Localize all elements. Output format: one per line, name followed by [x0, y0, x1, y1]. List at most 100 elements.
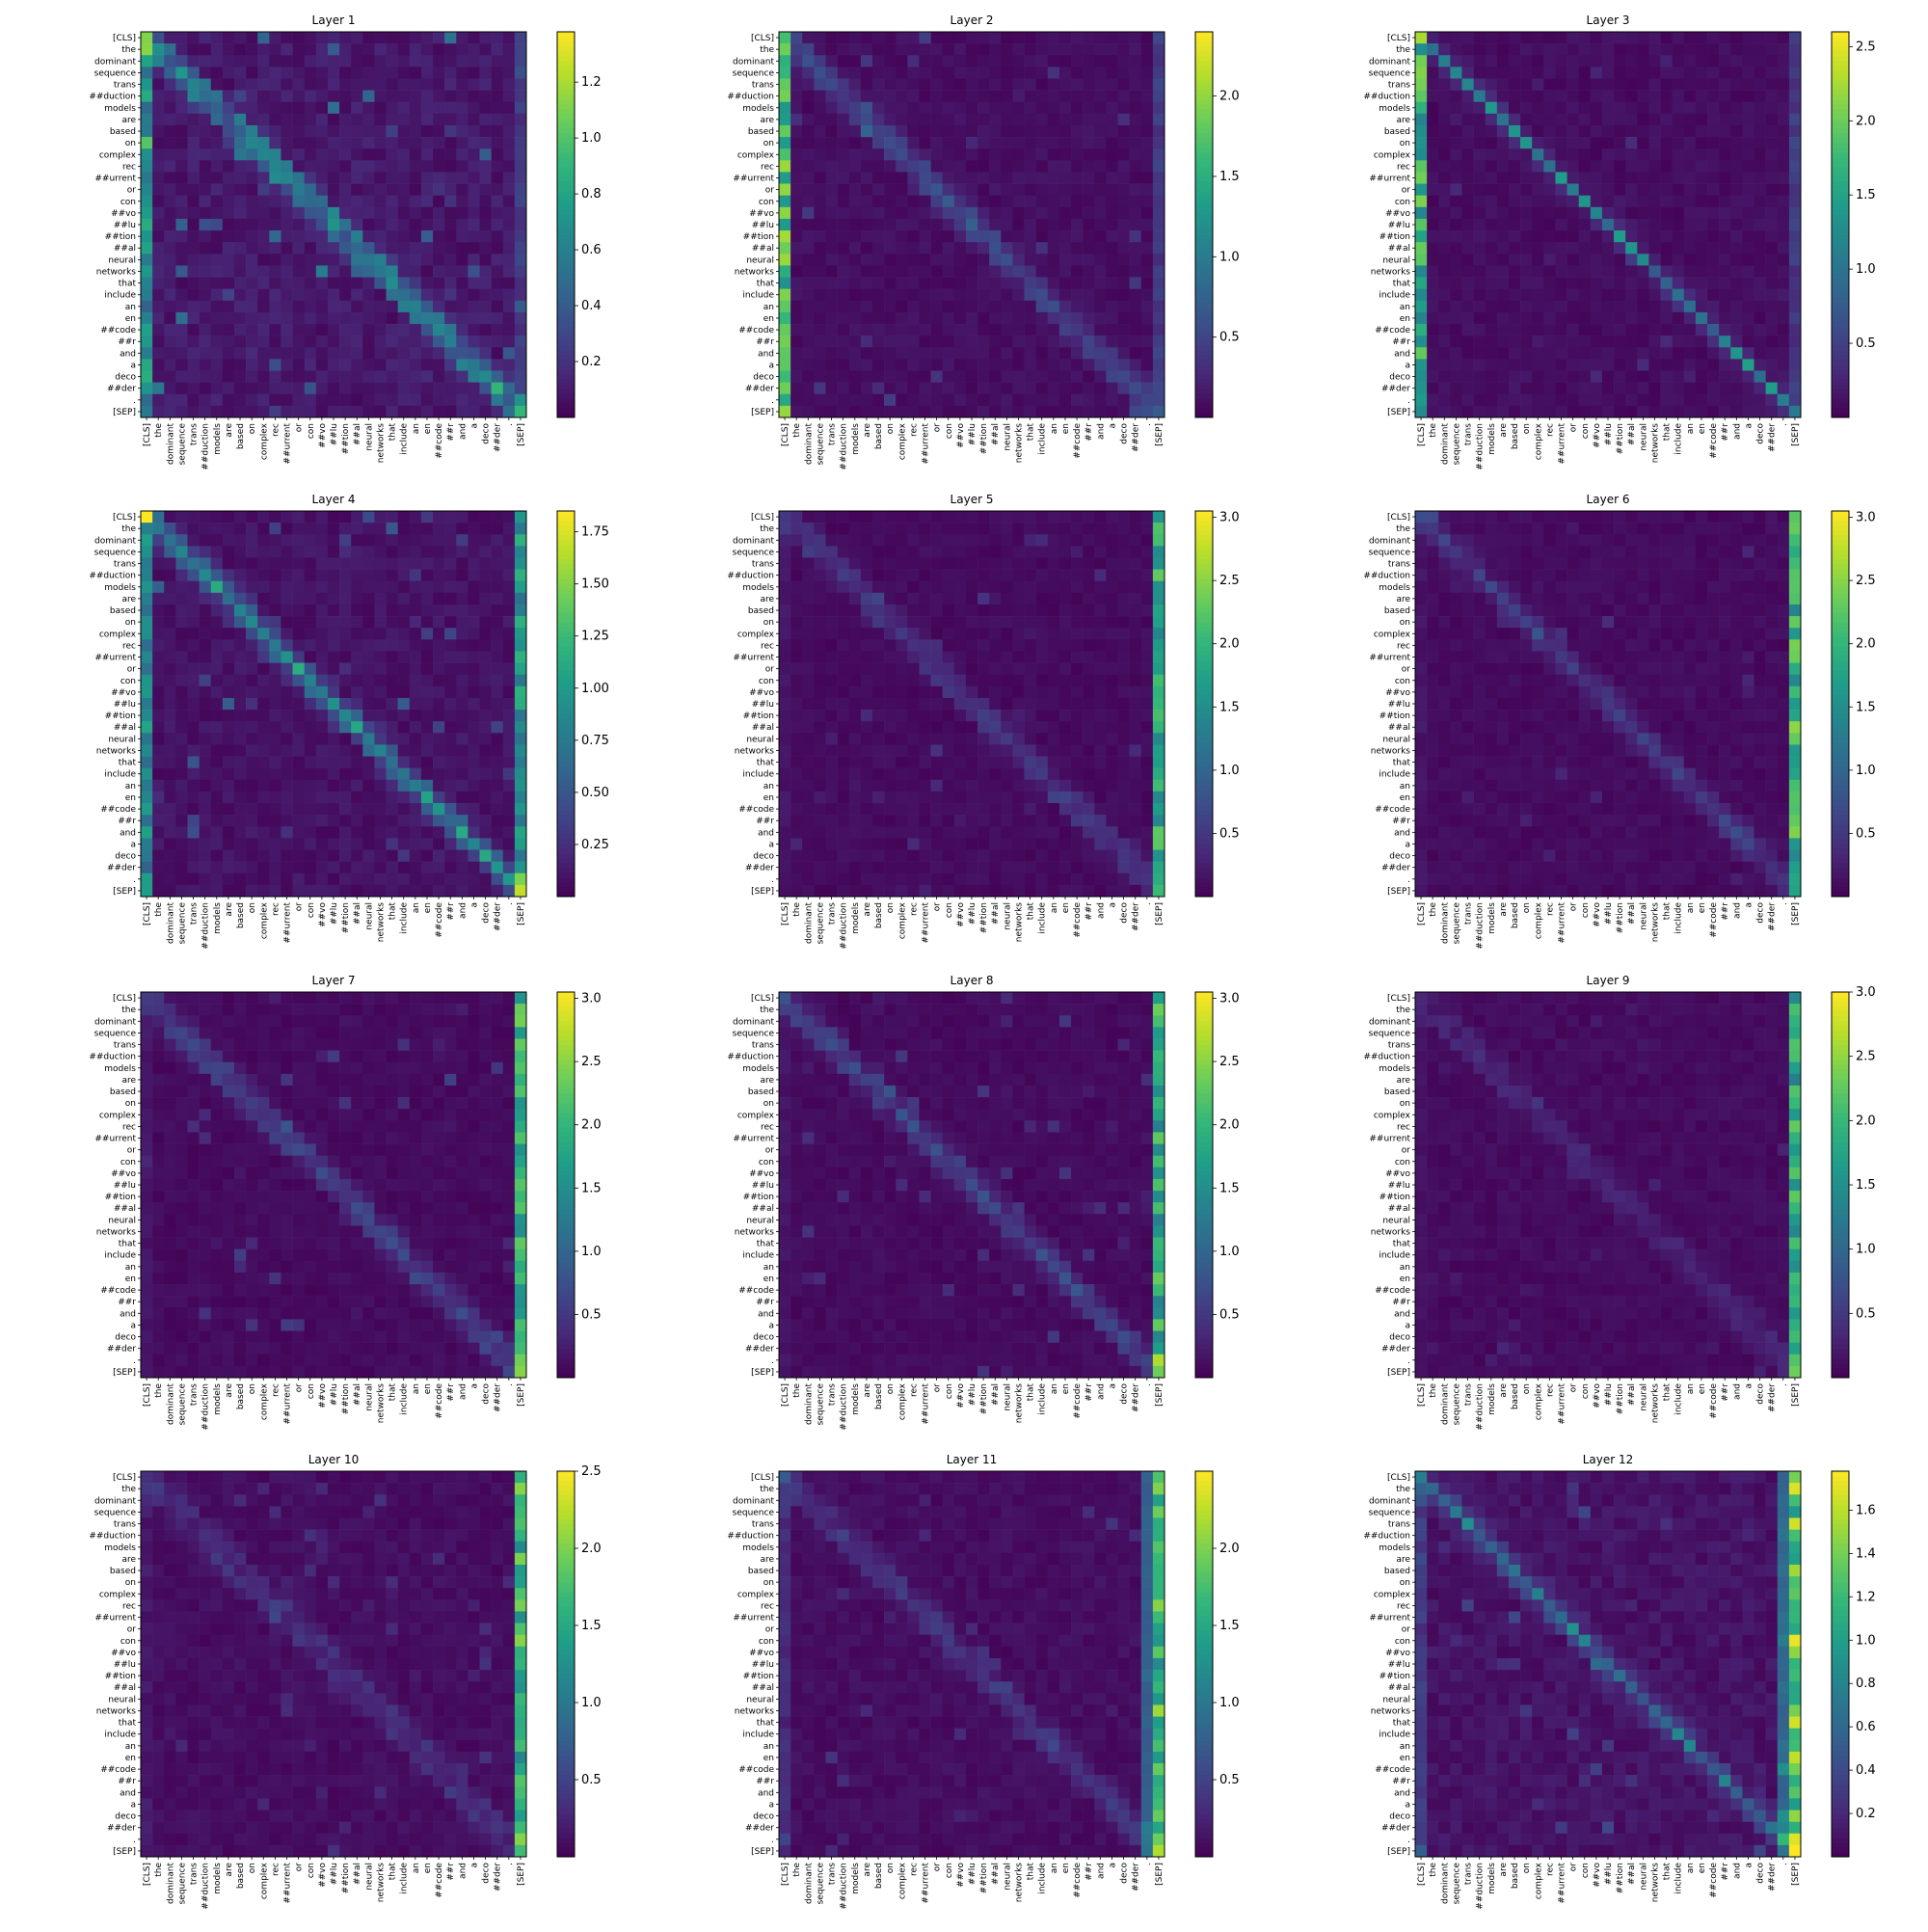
- heatmap-cell: [246, 570, 257, 581]
- heatmap-cell: [293, 371, 305, 383]
- heatmap-cell: [164, 359, 175, 370]
- heatmap-cell: [1591, 371, 1602, 383]
- colorbar-step: [1832, 152, 1849, 157]
- heatmap-cell: [269, 114, 281, 125]
- heatmap-cell: [1684, 265, 1696, 277]
- heatmap-cell: [1094, 265, 1106, 277]
- heatmap-cell: [861, 359, 872, 370]
- heatmap-cell: [152, 838, 164, 849]
- heatmap-cell: [374, 383, 386, 394]
- heatmap-cell: [316, 768, 328, 780]
- heatmap-cell: [492, 686, 503, 698]
- heatmap-cell: [305, 301, 316, 312]
- heatmap-cell: [200, 289, 211, 301]
- heatmap-cell: [1579, 114, 1591, 125]
- heatmap-cell: [1543, 78, 1555, 90]
- heatmap-cell: [444, 114, 456, 125]
- heatmap-cell: [1778, 301, 1789, 312]
- heatmap-cell: [1415, 114, 1427, 125]
- heatmap-cell: [246, 792, 257, 803]
- heatmap-cell: [790, 278, 802, 289]
- heatmap-cell: [943, 67, 954, 78]
- heatmap-cell: [305, 710, 316, 721]
- heatmap-cell: [410, 862, 421, 873]
- heatmap-cell: [305, 838, 316, 849]
- heatmap-cell: [1707, 184, 1719, 196]
- heatmap-cell: [1130, 278, 1141, 289]
- heatmap-cell: [200, 78, 211, 90]
- heatmap-cell: [433, 581, 444, 593]
- heatmap-cell: [1754, 394, 1766, 406]
- heatmap-cell: [1730, 371, 1742, 383]
- heatmap-cell: [1438, 347, 1450, 359]
- heatmap-cell: [398, 160, 410, 172]
- colorbar-step: [1832, 350, 1849, 355]
- heatmap-cell: [1450, 67, 1461, 78]
- heatmap-cell: [1427, 347, 1438, 359]
- heatmap-cell: [1707, 289, 1719, 301]
- heatmap-cell: [175, 359, 187, 370]
- heatmap-cell: [1048, 184, 1059, 196]
- heatmap-cell: [200, 394, 211, 406]
- heatmap-cell: [503, 301, 515, 312]
- heatmap-cell: [1083, 265, 1094, 277]
- heatmap-cell: [1509, 172, 1520, 183]
- heatmap-cell: [1520, 312, 1532, 324]
- heatmap-cell: [433, 254, 444, 265]
- heatmap-cell: [1719, 196, 1730, 207]
- heatmap-cell: [790, 78, 802, 90]
- heatmap-cell: [1438, 137, 1450, 148]
- heatmap-cell: [468, 148, 479, 160]
- heatmap-cell: [1673, 102, 1684, 114]
- heatmap-cell: [316, 534, 328, 546]
- heatmap-cell: [1025, 207, 1036, 219]
- heatmap-cell: [1415, 32, 1427, 43]
- heatmap-cell: [211, 686, 223, 698]
- heatmap-cell: [410, 406, 421, 417]
- heatmap-cell: [802, 347, 814, 359]
- heatmap-cell: [1461, 125, 1473, 137]
- heatmap-cell: [328, 663, 339, 675]
- heatmap-cell: [515, 324, 526, 335]
- heatmap-cell: [421, 686, 433, 698]
- colorbar-step: [1195, 157, 1213, 162]
- heatmap-cell: [1071, 78, 1083, 90]
- colorbar-step: [557, 46, 575, 51]
- heatmap-cell: [1012, 207, 1024, 219]
- heatmap-cell: [977, 324, 989, 335]
- heatmap-cell: [1591, 172, 1602, 183]
- heatmap-cell: [977, 254, 989, 265]
- heatmap-cell: [305, 242, 316, 254]
- heatmap-cell: [211, 301, 223, 312]
- heatmap-cell: [234, 91, 246, 102]
- y-tick-label: [CLS]: [113, 34, 136, 43]
- heatmap-cell: [1427, 207, 1438, 219]
- heatmap-cell: [433, 289, 444, 301]
- heatmap-cell: [200, 254, 211, 265]
- heatmap-cell: [1497, 32, 1509, 43]
- heatmap-cell: [1661, 207, 1673, 219]
- heatmap-cell: [1415, 312, 1427, 324]
- heatmap-cell: [387, 838, 398, 849]
- heatmap-cell: [410, 301, 421, 312]
- heatmap-cell: [305, 55, 316, 67]
- heatmap-cell: [1602, 91, 1614, 102]
- x-tick-label: deco: [1756, 423, 1766, 444]
- heatmap-cell: [141, 219, 152, 230]
- heatmap-cell: [164, 406, 175, 417]
- heatmap-cell: [339, 628, 351, 639]
- heatmap-cell: [1625, 55, 1637, 67]
- heatmap-cell: [1602, 160, 1614, 172]
- heatmap-cell: [468, 160, 479, 172]
- heatmap-cell: [293, 254, 305, 265]
- heatmap-cell: [223, 675, 234, 686]
- heatmap-cell: [468, 757, 479, 768]
- heatmap-cell: [1661, 335, 1673, 347]
- heatmap-cell: [456, 721, 468, 733]
- heatmap-cell: [387, 289, 398, 301]
- heatmap-cell: [1730, 289, 1742, 301]
- heatmap-cell: [515, 347, 526, 359]
- heatmap-cell: [1438, 230, 1450, 242]
- heatmap-cell: [468, 850, 479, 862]
- heatmap-cell: [1141, 406, 1153, 417]
